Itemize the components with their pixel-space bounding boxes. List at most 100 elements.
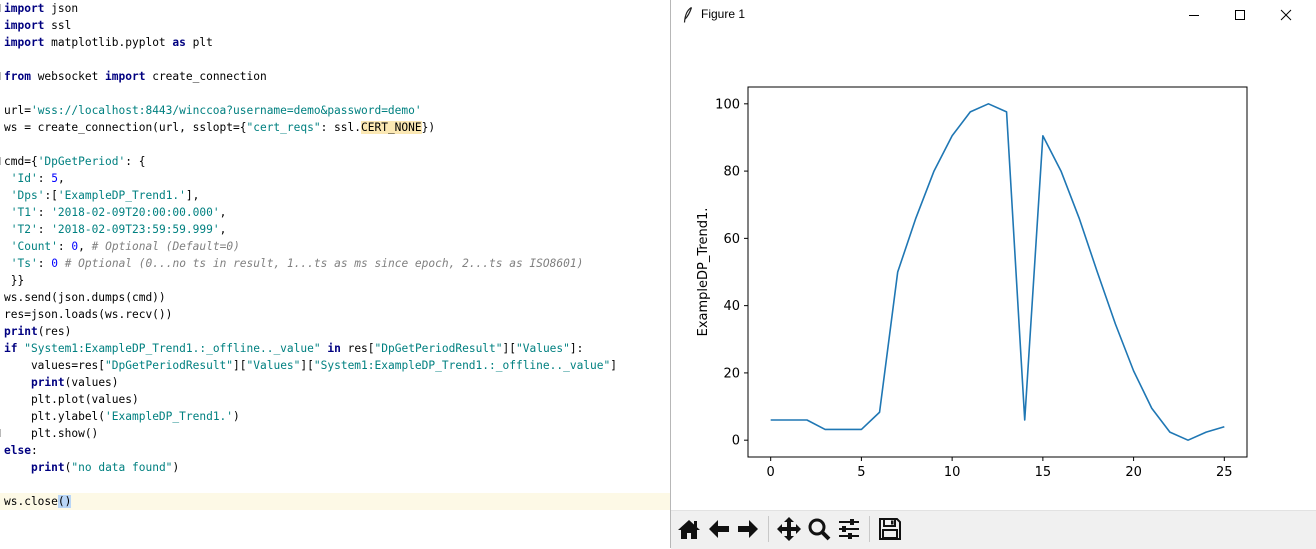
x-tick-label: 0 xyxy=(767,465,775,480)
code-text: plt.ylabel('ExampleDP_Trend1.') xyxy=(4,410,240,423)
code-text: ws.close() xyxy=(4,495,72,508)
code-text: plt.show() xyxy=(4,427,99,440)
code-line[interactable]: ws = create_connection(url, sslopt={"cer… xyxy=(0,119,670,136)
code-text: import matplotlib.pyplot as plt xyxy=(4,36,213,49)
fold-marker[interactable] xyxy=(0,4,4,12)
configure-subplots-icon xyxy=(839,519,859,539)
code-line[interactable]: ws.send(json.dumps(cmd)) xyxy=(0,289,670,306)
code-line[interactable]: plt.plot(values) xyxy=(0,391,670,408)
code-line[interactable]: 'Count': 0, # Optional (Default=0) xyxy=(0,238,670,255)
y-tick-label: 80 xyxy=(723,165,740,180)
code-text: print(res) xyxy=(4,325,72,338)
code-line[interactable]: print(values) xyxy=(0,374,670,391)
y-tick-label: 40 xyxy=(723,299,740,314)
code-text: from websocket import create_connection xyxy=(4,70,267,83)
code-editor[interactable]: import json import ssl import matplotlib.p… xyxy=(0,0,670,548)
code-line[interactable]: ws.close() xyxy=(0,493,670,510)
code-line[interactable]: }} xyxy=(0,272,670,289)
figure-window: Figure 1 0 5 10 15 20 25 0 20 40 60 80 100 ExampleDP… xyxy=(670,0,1316,549)
axes-frame xyxy=(747,86,1248,458)
code-line[interactable] xyxy=(0,136,670,153)
code-line[interactable]: values=res["DpGetPeriodResult"]["Values"… xyxy=(0,357,670,374)
feather-icon xyxy=(683,7,693,23)
y-axis-label: ExampleDP_Trend1. xyxy=(696,208,711,337)
home-button[interactable] xyxy=(675,515,703,543)
title-bar[interactable]: Figure 1 xyxy=(671,0,1316,30)
code-line[interactable]: from websocket import create_connection xyxy=(0,68,670,85)
code-line[interactable] xyxy=(0,85,670,102)
zoom-button[interactable] xyxy=(805,515,833,543)
code-line[interactable]: plt.ylabel('ExampleDP_Trend1.') xyxy=(0,408,670,425)
save-icon xyxy=(879,518,901,540)
x-tick-label: 25 xyxy=(1216,465,1233,480)
code-text: url='wss://localhost:8443/winccoa?userna… xyxy=(4,104,422,117)
code-line[interactable]: import matplotlib.pyplot as plt xyxy=(0,34,670,51)
back-arrow-icon xyxy=(709,520,729,538)
code-text: ws = create_connection(url, sslopt={"cer… xyxy=(4,121,436,134)
code-line[interactable]: print(res) xyxy=(0,323,670,340)
x-tick-label: 5 xyxy=(857,465,865,480)
toolbar-separator xyxy=(768,516,769,542)
forward-button[interactable] xyxy=(734,515,762,543)
x-tick-label: 10 xyxy=(944,465,961,480)
code-text: ws.send(json.dumps(cmd)) xyxy=(4,291,166,304)
y-tick-label: 60 xyxy=(723,232,740,247)
forward-arrow-icon xyxy=(738,520,758,538)
code-text: 'T2': '2018-02-09T23:59:59.999', xyxy=(10,223,227,236)
code-line[interactable]: import ssl xyxy=(0,17,670,34)
pan-button[interactable] xyxy=(775,515,803,543)
code-line[interactable]: 'T2': '2018-02-09T23:59:59.999', xyxy=(0,221,670,238)
code-line[interactable]: res=json.loads(ws.recv()) xyxy=(0,306,670,323)
code-text: 'Ts': 0 # Optional (0...no ts in result,… xyxy=(10,257,584,270)
code-line[interactable]: cmd={'DpGetPeriod': { xyxy=(0,153,670,170)
save-button[interactable] xyxy=(876,515,904,543)
code-text: import json xyxy=(4,2,79,15)
code-line[interactable]: plt.show() xyxy=(0,425,670,442)
code-line[interactable]: 'T1': '2018-02-09T20:00:00.000', xyxy=(0,204,670,221)
code-line[interactable]: url='wss://localhost:8443/winccoa?userna… xyxy=(0,102,670,119)
code-text: }} xyxy=(4,274,25,287)
y-tick-label: 100 xyxy=(715,97,740,112)
minimize-button[interactable] xyxy=(1171,0,1217,30)
window-title: Figure 1 xyxy=(701,7,746,21)
code-text: 'Id': 5, xyxy=(10,172,65,185)
configure-subplots-button[interactable] xyxy=(835,515,863,543)
maximize-button[interactable] xyxy=(1217,0,1263,30)
code-text: print(values) xyxy=(30,376,119,389)
home-icon xyxy=(678,520,700,539)
code-line[interactable]: if "System1:ExampleDP_Trend1.:_offline..… xyxy=(0,340,670,357)
code-line[interactable] xyxy=(0,476,670,493)
code-line[interactable]: else: xyxy=(0,442,670,459)
code-text: if "System1:ExampleDP_Trend1.:_offline..… xyxy=(4,342,584,355)
code-text: else: xyxy=(4,444,38,457)
x-tick-label: 15 xyxy=(1035,465,1052,480)
toolbar-separator xyxy=(869,516,870,542)
close-icon xyxy=(1280,9,1292,21)
navigation-toolbar xyxy=(671,510,1316,549)
x-tick-label: 20 xyxy=(1125,465,1142,480)
series-line xyxy=(770,103,1225,441)
code-text: 'Count': 0, # Optional (Default=0) xyxy=(10,240,240,253)
plot-canvas[interactable]: 0 5 10 15 20 25 0 20 40 60 80 100 ExampleDP_Trend1. xyxy=(671,30,1316,510)
code-text: 'T1': '2018-02-09T20:00:00.000', xyxy=(10,206,227,219)
fold-marker[interactable] xyxy=(0,72,4,80)
code-text: cmd={'DpGetPeriod': { xyxy=(4,155,146,168)
back-button[interactable] xyxy=(705,515,733,543)
code-line[interactable] xyxy=(0,51,670,68)
pan-icon xyxy=(777,517,801,541)
code-line[interactable]: 'Ts': 0 # Optional (0...no ts in result,… xyxy=(0,255,670,272)
y-tick-label: 0 xyxy=(732,434,740,449)
y-tick-label: 20 xyxy=(723,366,740,381)
code-text: values=res["DpGetPeriodResult"]["Values"… xyxy=(4,359,618,372)
code-text: plt.plot(values) xyxy=(4,393,139,406)
code-line[interactable]: 'Id': 5, xyxy=(0,170,670,187)
code-text: res=json.loads(ws.recv()) xyxy=(4,308,173,321)
fold-marker[interactable] xyxy=(0,429,4,437)
fold-marker[interactable] xyxy=(0,157,4,165)
close-button[interactable] xyxy=(1263,0,1309,30)
code-line[interactable]: import json xyxy=(0,0,670,17)
minimize-icon xyxy=(1189,15,1199,16)
code-line[interactable]: print("no data found") xyxy=(0,459,670,476)
code-line[interactable]: 'Dps':['ExampleDP_Trend1.'], xyxy=(0,187,670,204)
code-text: 'Dps':['ExampleDP_Trend1.'], xyxy=(10,189,200,202)
